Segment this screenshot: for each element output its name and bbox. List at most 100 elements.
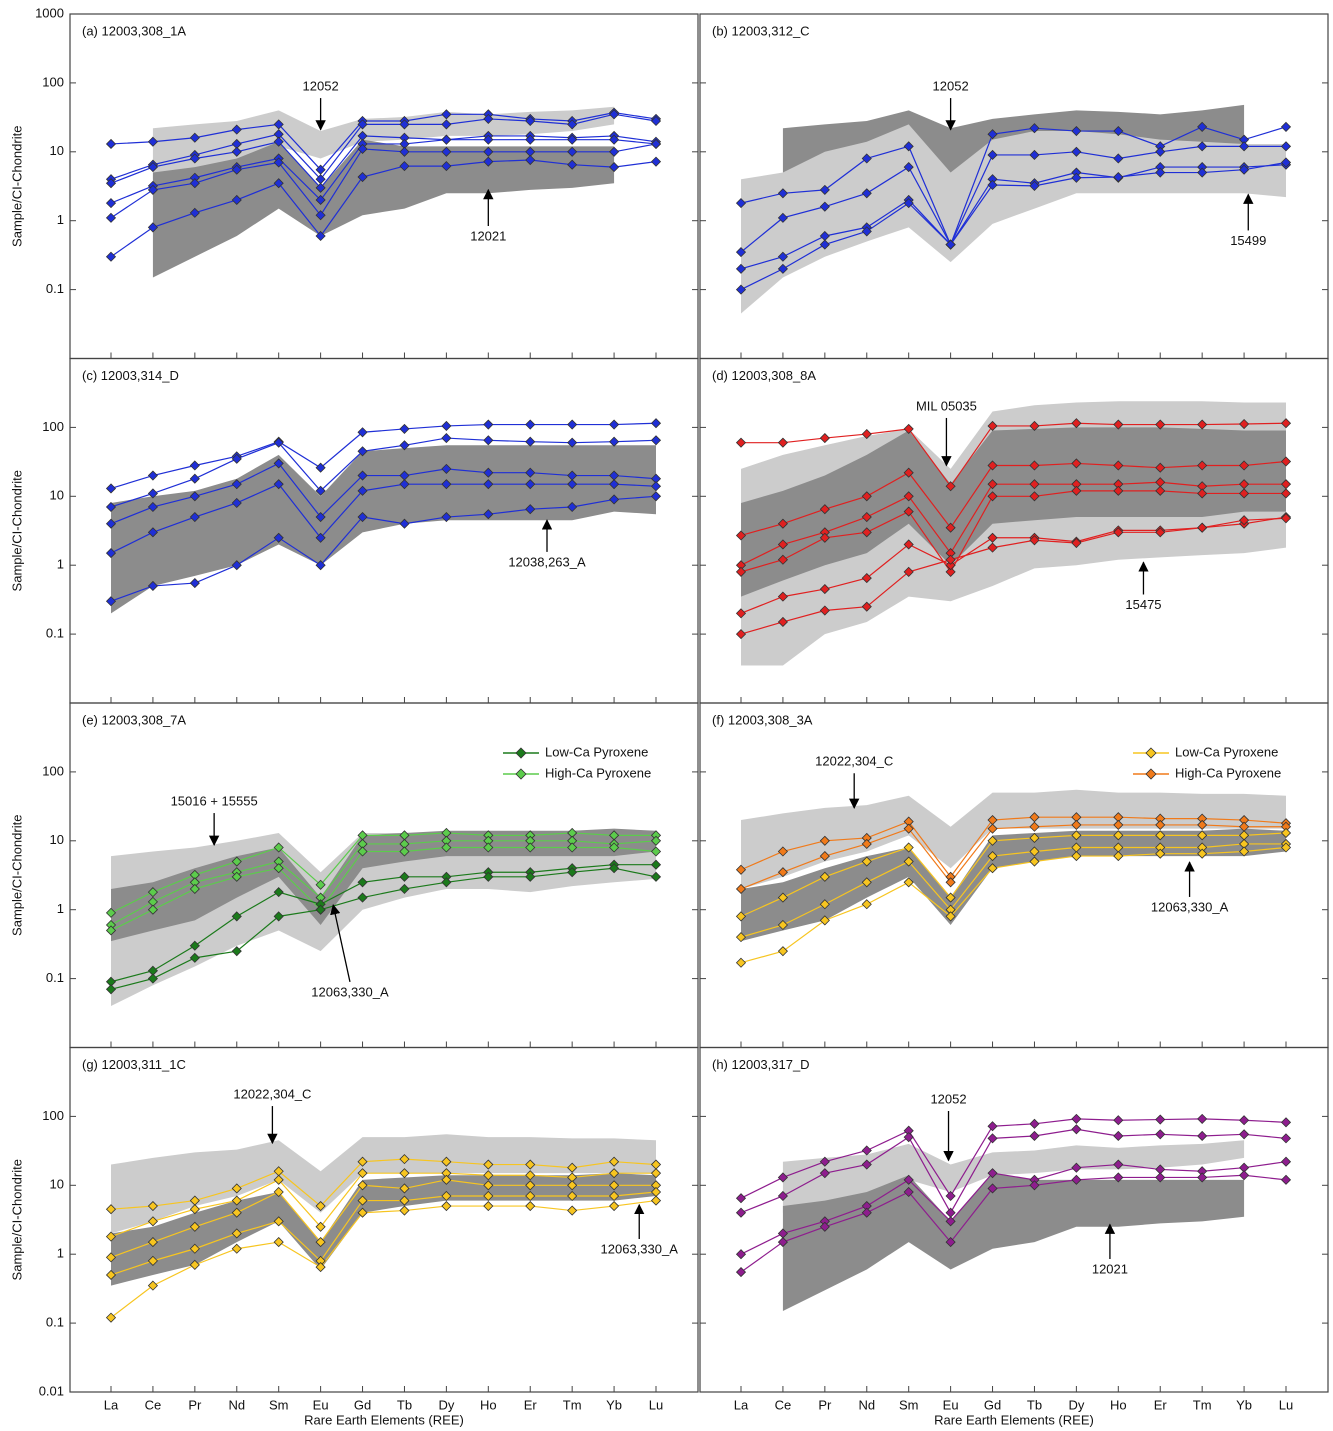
data-point: [147, 887, 158, 898]
data-point: [650, 835, 662, 846]
data-point: [105, 178, 117, 189]
x-tick-label: Ho: [480, 1397, 497, 1412]
data-point: [861, 899, 872, 910]
legend-label: High-Ca Pyroxene: [1175, 765, 1281, 780]
data-point: [987, 479, 998, 490]
data-point: [567, 842, 578, 853]
data-point: [483, 1200, 494, 1212]
reference-field: [111, 828, 656, 942]
data-point: [315, 560, 326, 571]
data-point: [441, 479, 452, 490]
data-point: [315, 194, 326, 206]
data-point: [147, 904, 158, 915]
y-tick-label: 1: [57, 901, 64, 916]
data-point: [1113, 851, 1124, 862]
x-tick-label: Tb: [397, 1397, 412, 1412]
data-point: [273, 911, 284, 922]
data-point: [189, 460, 200, 471]
data-point: [1280, 121, 1292, 132]
data-point: [903, 1186, 914, 1198]
data-point: [357, 485, 368, 496]
data-point: [441, 1174, 452, 1185]
data-point: [861, 877, 872, 888]
data-point: [1071, 830, 1082, 841]
data-point: [987, 460, 998, 471]
y-tick-label: 1000: [35, 5, 64, 20]
reference-field: [741, 124, 1286, 314]
data-point: [1155, 1172, 1166, 1183]
x-axis-label: Rare Earth Elements (REE): [934, 1412, 1094, 1427]
data-point: [105, 501, 117, 513]
data-point: [357, 892, 368, 903]
data-point: [777, 212, 788, 223]
data-point: [987, 149, 998, 161]
data-point: [735, 284, 747, 295]
data-point: [777, 554, 788, 565]
data-point: [609, 419, 620, 430]
data-point: [1239, 1115, 1250, 1126]
data-point: [231, 453, 242, 464]
data-point: [567, 119, 578, 130]
series-line: [740, 164, 1287, 270]
data-point: [650, 156, 662, 167]
data-point: [945, 566, 956, 577]
data-point: [1197, 848, 1208, 859]
data-point: [777, 437, 788, 448]
series-line: [110, 422, 657, 490]
data-point: [1113, 527, 1124, 538]
x-tick-label: Eu: [943, 1397, 959, 1412]
data-point: [147, 136, 158, 147]
data-point: [441, 1190, 452, 1202]
data-point: [483, 479, 494, 490]
data-point: [525, 467, 536, 478]
data-point: [273, 1186, 284, 1198]
y-tick-label: 100: [42, 74, 64, 89]
data-point: [525, 134, 536, 145]
data-point: [189, 207, 200, 218]
x-tick-label: Sm: [269, 1397, 289, 1412]
data-point: [231, 479, 242, 490]
data-point: [1113, 1115, 1124, 1126]
panel-title: (b) 12003,312_C: [712, 23, 810, 38]
data-point: [525, 1190, 536, 1202]
data-point: [567, 1180, 578, 1191]
data-point: [735, 566, 747, 577]
data-point: [609, 479, 620, 490]
data-point: [567, 419, 578, 430]
data-point: [525, 504, 536, 515]
data-point: [819, 1168, 830, 1179]
data-point: [483, 871, 494, 882]
data-point: [273, 1216, 284, 1227]
data-point: [231, 1207, 242, 1218]
data-point: [650, 859, 662, 870]
data-point: [1113, 125, 1124, 137]
data-point: [483, 1170, 494, 1181]
data-point: [525, 1159, 536, 1170]
series-line: [110, 1179, 656, 1258]
data-point: [441, 420, 452, 432]
data-point: [735, 1249, 747, 1260]
data-point: [1280, 842, 1292, 853]
data-point: [819, 871, 830, 882]
data-point: [567, 159, 578, 170]
data-point: [105, 518, 117, 529]
legend-label: High-Ca Pyroxene: [545, 765, 651, 780]
reference-field: [111, 1134, 656, 1234]
data-point: [903, 506, 914, 517]
data-point: [861, 1145, 872, 1156]
data-point: [903, 198, 914, 209]
data-point: [273, 136, 284, 147]
data-point: [735, 883, 747, 895]
data-point: [1155, 419, 1166, 430]
data-point: [1113, 171, 1124, 183]
series-line: [740, 490, 1286, 574]
data-point: [945, 239, 956, 250]
data-point: [189, 178, 200, 189]
legend-marker: [1145, 747, 1157, 759]
data-point: [105, 138, 117, 150]
data-point: [1239, 515, 1250, 526]
x-tick-label: Eu: [313, 1397, 329, 1412]
y-tick-label: 10: [50, 832, 64, 847]
data-point: [945, 554, 956, 565]
data-point: [189, 952, 200, 963]
